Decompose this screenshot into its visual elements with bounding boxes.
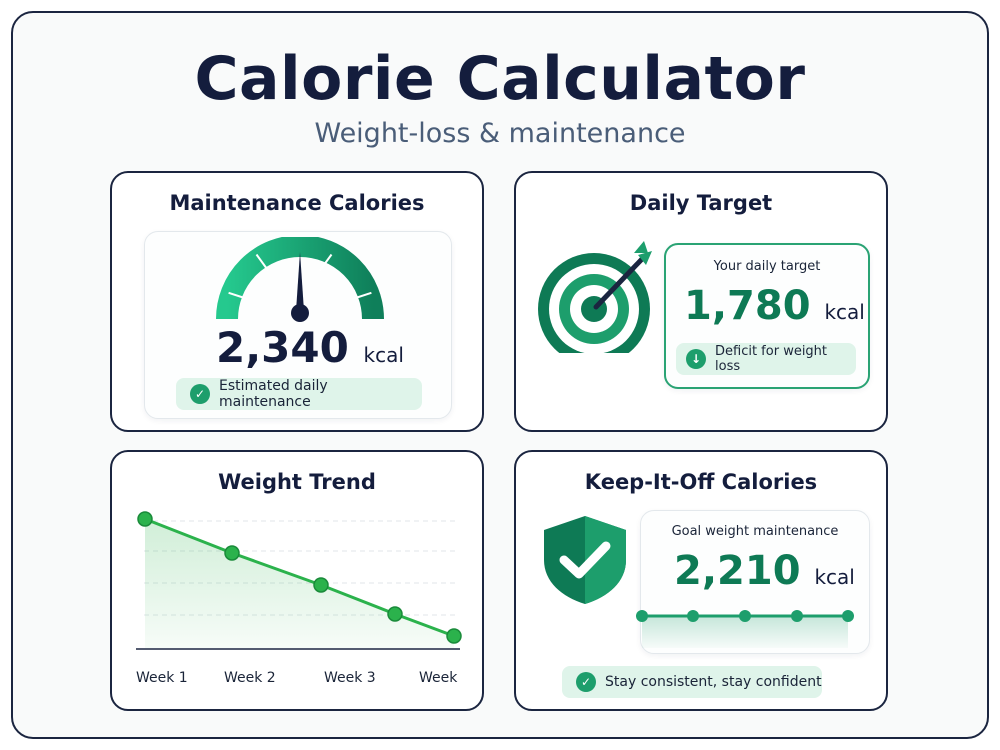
trend-point-1: [137, 511, 153, 527]
maintenance-card-title: Maintenance Calories: [169, 191, 425, 215]
shield-check-icon: [544, 516, 626, 604]
arrow-down-icon: ↓: [686, 349, 706, 369]
check-icon: ✓: [190, 384, 210, 404]
weight-trend-card: Weight Trend Week 1 Week 2 Week 3 Week: [110, 450, 484, 711]
maintenance-calories-card: Maintenance Calories 2,340 kcal ✓ Estima…: [110, 171, 484, 432]
daily-target-unit: kcal: [824, 300, 865, 324]
keep-it-off-card-title: Keep-It-Off Calories: [584, 470, 818, 494]
maintenance-badge: ✓ Estimated daily maintenance: [176, 378, 422, 410]
x-tick-label: Week: [419, 670, 458, 686]
daily-target-label: Your daily target: [713, 259, 821, 274]
flat-point-3: [739, 610, 751, 622]
trend-point-4: [387, 606, 403, 622]
flat-point-1: [636, 610, 648, 622]
gauge-icon: [216, 237, 384, 322]
maintenance-value: 2,340 kcal: [216, 323, 404, 372]
daily-target-card: Daily Target Your daily target 1,780 kca…: [514, 171, 888, 432]
keep-it-off-card: Keep-It-Off Calories Goal weight mainten…: [514, 450, 888, 711]
x-tick-label: Week 2: [224, 670, 276, 686]
daily-target-number: 1,780: [684, 283, 811, 329]
maintenance-unit: kcal: [363, 343, 404, 367]
flat-point-2: [687, 610, 699, 622]
flat-point-4: [791, 610, 803, 622]
daily-target-badge-text: Deficit for weight loss: [715, 344, 828, 374]
keep-it-off-value: 2,210 kcal: [674, 548, 855, 594]
x-tick-label: Week 3: [324, 670, 376, 686]
trend-point-2: [224, 545, 240, 561]
maintenance-number: 2,340: [216, 323, 349, 372]
page-title: Calorie Calculator: [194, 44, 806, 114]
daily-target-card-title: Daily Target: [629, 191, 773, 215]
x-tick-label: Week 1: [136, 670, 188, 686]
weight-trend-card-title: Weight Trend: [218, 470, 376, 494]
target-icon: [538, 241, 652, 353]
keep-it-off-label: Goal weight maintenance: [671, 524, 839, 539]
weight-trend-area: [145, 519, 454, 648]
daily-target-value: 1,780 kcal: [684, 283, 865, 329]
trend-point-5: [446, 628, 462, 644]
daily-target-badge: ↓ Deficit for weight loss: [676, 343, 856, 375]
weight-trend-chart: [136, 511, 462, 650]
trend-point-3: [313, 577, 329, 593]
flat-point-5: [842, 610, 854, 622]
keep-it-off-unit: kcal: [814, 565, 855, 589]
page-subtitle: Weight-loss & maintenance: [314, 118, 686, 149]
keep-it-off-badge: ✓ Stay consistent, stay confident: [562, 666, 822, 698]
maintenance-badge-text: Estimated daily maintenance: [219, 378, 328, 410]
keep-it-off-number: 2,210: [674, 548, 801, 594]
check-icon: ✓: [576, 672, 596, 692]
keep-it-off-badge-text: Stay consistent, stay confident: [605, 674, 822, 690]
maintenance-trend-line: [636, 610, 854, 648]
